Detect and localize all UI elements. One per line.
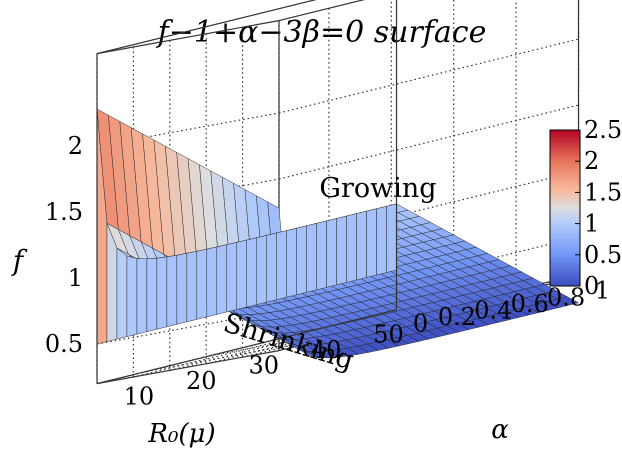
box-edge	[96, 309, 397, 385]
surface-patch	[376, 205, 387, 276]
surface-patch	[226, 242, 238, 313]
z-tick-label: 0.5	[45, 330, 83, 358]
z-axis-label: f	[11, 244, 28, 277]
surface-patch	[316, 220, 327, 291]
surface-patch	[236, 239, 247, 310]
grid-line	[396, 276, 579, 311]
surface-patch	[286, 227, 297, 298]
z-tick-label: 1	[68, 264, 83, 292]
colorbar-tick-label: 0	[584, 272, 599, 300]
y-tick-label: 1	[595, 277, 610, 305]
colorbar-gradient	[549, 129, 581, 287]
colorbar-ticks: 0 0.5 1 1.5 2 2.5	[575, 116, 622, 300]
box-edge	[96, 0, 317, 55]
grid-line	[278, 170, 579, 246]
grid-line	[278, 104, 579, 180]
box-edge	[96, 350, 280, 385]
y-tick-label: 0.6	[511, 290, 549, 318]
x-tick-label: 50	[373, 321, 404, 349]
annotation-growing: Growing	[319, 173, 436, 204]
z-tick-label: 2	[68, 132, 83, 160]
surface-patch	[136, 258, 148, 335]
colorbar-tick-label: 2	[584, 147, 599, 175]
surface-patch	[146, 257, 158, 332]
colorbar-tick-label: 1	[584, 210, 599, 238]
x-tick-label: 10	[124, 382, 155, 410]
colorbar-tick-label: 1.5	[584, 178, 622, 206]
surface-patch	[186, 250, 198, 323]
surface-patch	[356, 210, 367, 281]
chart-title: f−1+α−3β=0 surface	[156, 15, 487, 50]
surface-patch	[386, 203, 397, 273]
surface-patch	[346, 213, 357, 283]
surface-patch	[326, 218, 337, 288]
y-tick-label: 0.8	[547, 283, 585, 311]
surface-patch	[196, 248, 208, 320]
colorbar: 0 0.5 1 1.5 2 2.5	[549, 116, 622, 300]
y-axis-label: α	[491, 415, 509, 445]
box-edge	[278, 0, 365, 22]
surface-patch	[266, 232, 277, 303]
surface-patch	[296, 225, 307, 296]
surface-patch	[246, 237, 257, 308]
x-axis-ticks: 10 20 30 40 50	[124, 321, 404, 411]
z-tick-label: 1.5	[45, 198, 83, 226]
colorbar-tick-label: 2.5	[584, 116, 622, 144]
plot-box-front	[96, 0, 398, 385]
surface-patch	[206, 246, 218, 318]
grid-line	[96, 178, 280, 213]
surface-patch	[336, 215, 347, 286]
y-tick-label: 0.4	[474, 296, 512, 324]
z-axis-ticks: 0.5 1 1.5 2	[45, 132, 83, 358]
x-tick-label: 20	[186, 367, 217, 395]
x-tick-label: 30	[248, 351, 279, 379]
surface-patch	[216, 244, 228, 315]
y-axis-ticks: 0 0.20.40.60.8 1	[413, 277, 610, 338]
x-tick-label: 40	[311, 336, 342, 364]
surface-patch	[306, 223, 317, 293]
surface-patch	[176, 253, 188, 325]
grid-line	[278, 38, 579, 114]
surface-patch	[256, 235, 267, 305]
colorbar-tick-label: 0.5	[584, 241, 622, 269]
surface-patch	[366, 208, 377, 278]
x-axis-label: R₀(μ)	[147, 419, 215, 449]
surface-patch	[166, 254, 178, 328]
box-edge	[96, 20, 280, 55]
y-tick-label: 0.2	[438, 303, 476, 331]
surface-patch	[156, 256, 168, 330]
y-tick-label: 0	[413, 310, 428, 338]
surface-patch	[116, 247, 128, 340]
surface-patch	[276, 230, 287, 300]
surface-patch	[126, 255, 138, 337]
grid-line	[96, 112, 280, 147]
